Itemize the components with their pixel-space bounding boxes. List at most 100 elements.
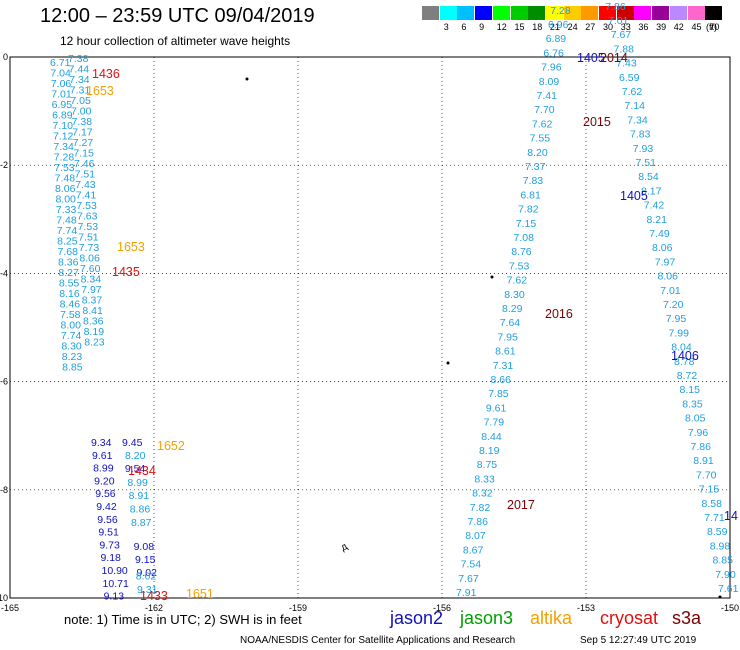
- wave-height-value: 8.09: [539, 76, 560, 88]
- satellite-legend-cryosat: cryosat: [600, 608, 659, 628]
- wave-height-value: 7.53: [76, 200, 97, 212]
- colorbar-swatch: [599, 6, 616, 20]
- pass-time-label: 2014: [600, 51, 628, 65]
- pass-time-label: 1435: [112, 265, 140, 279]
- wave-height-value: 7.01: [660, 285, 681, 297]
- lon-tick-label: -153: [577, 603, 595, 613]
- colorbar-tick-label: 18: [532, 22, 543, 32]
- wave-height-value: 10.71: [103, 578, 129, 590]
- wave-height-value: 7.15: [516, 218, 537, 230]
- wave-height-value: 7.48: [55, 173, 76, 185]
- colorbar-tick-label: 24: [567, 22, 578, 32]
- colorbar-swatch: [705, 6, 723, 20]
- footnote: note: 1) Time is in UTC; 2) SWH is in fe…: [64, 612, 302, 627]
- colorbar-swatch: [475, 6, 493, 20]
- colorbar-swatch: [492, 6, 510, 20]
- wave-height-value: 8.59: [707, 526, 728, 538]
- wave-height-value: 7.60: [80, 263, 101, 275]
- wave-height-value: 9.20: [94, 475, 115, 487]
- colorbar-tick-label: 12: [496, 22, 507, 32]
- wave-height-value: 7.20: [663, 299, 684, 311]
- wave-height-value: 7.01: [51, 89, 72, 101]
- wave-height-value: 9.31: [137, 584, 158, 596]
- wave-height-value: 9.56: [97, 514, 118, 526]
- colorbar-tick-label: 30: [603, 22, 614, 32]
- lat-tick-label: -10: [0, 593, 8, 603]
- wave-height-value: 7.51: [636, 157, 657, 169]
- wave-height-value: 7.10: [53, 120, 74, 132]
- satellite-legend-jason3: jason3: [460, 608, 514, 628]
- wave-height-value: 7.86: [691, 441, 712, 453]
- wave-height-value: 7.37: [525, 161, 546, 173]
- wave-height-value: 7.49: [649, 228, 670, 240]
- lon-tick-label: -150: [721, 603, 739, 613]
- wave-height-value: 8.44: [481, 431, 502, 443]
- pass-time-label: 2017: [507, 498, 535, 512]
- wave-height-value: 8.87: [131, 517, 152, 529]
- wave-height-value: 7.04: [50, 68, 71, 80]
- wave-height-value: 8.35: [682, 398, 703, 410]
- wave-height-value: 7.31: [70, 85, 91, 97]
- wave-height-value: 7.29: [553, 0, 574, 3]
- wave-height-value: 7.53: [509, 260, 530, 272]
- wave-height-value: 7.34: [69, 74, 90, 86]
- wave-height-value: 7.97: [81, 284, 102, 296]
- wave-height-value: 7.90: [715, 569, 736, 581]
- wave-height-value: 7.86: [605, 1, 626, 13]
- wave-height-value: 8.86: [130, 504, 151, 516]
- colorbar-tick-label: 21: [549, 22, 560, 32]
- credit-line: NOAA/NESDIS Center for Satellite Applica…: [240, 635, 516, 646]
- wave-height-value: 7.55: [530, 133, 551, 145]
- wave-height-value: 7.38: [68, 53, 89, 65]
- wave-height-value: 9.34: [91, 437, 112, 449]
- lat-tick-label: -8: [0, 485, 8, 495]
- wave-height-value: 8.15: [680, 384, 701, 396]
- wave-height-value: 7.01: [608, 15, 629, 27]
- wave-height-value: 7.95: [497, 331, 518, 343]
- wave-height-value: 7.46: [74, 158, 95, 170]
- wave-height-value: 8.91: [129, 490, 150, 502]
- pass-time-label: 1651: [186, 587, 214, 601]
- wave-height-value: 7.63: [77, 211, 98, 223]
- wave-height-value: 8.20: [125, 450, 146, 462]
- wave-height-value: 7.43: [616, 58, 637, 70]
- pass-time-label: 1405: [577, 51, 605, 65]
- island-marker: [446, 361, 450, 365]
- wave-height-value: 7.28: [54, 152, 75, 164]
- wave-height-value: 7.15: [699, 484, 720, 496]
- wave-height-value: 7.82: [518, 204, 539, 216]
- wave-height-value: 6.89: [52, 110, 73, 122]
- colorbar-swatch: [581, 6, 599, 20]
- wave-height-value: 8.23: [84, 337, 105, 349]
- wave-height-value: 8.85: [62, 362, 83, 374]
- wave-height-value: 8.78: [674, 356, 695, 368]
- wave-height-value: 7.73: [79, 242, 100, 254]
- wave-height-value: 6.59: [619, 72, 640, 84]
- wave-height-value: 7.42: [644, 200, 665, 212]
- wave-height-value: 8.58: [702, 498, 723, 510]
- wave-height-value: 9.51: [98, 527, 119, 539]
- colorbar-swatch: [439, 6, 457, 20]
- wave-height-value: 7.53: [54, 162, 75, 174]
- wave-height-value: 6.81: [520, 189, 541, 201]
- wave-height-value: 7.41: [76, 190, 97, 202]
- colorbar-swatch: [563, 6, 581, 20]
- colorbar-tick-label: 3: [443, 22, 449, 32]
- wave-height-value: 9.42: [96, 501, 117, 513]
- wave-height-value: 7.08: [514, 232, 535, 244]
- wave-height-value: 7.70: [696, 469, 717, 481]
- wave-height-value: 8.06: [652, 242, 673, 254]
- island-marker: [245, 77, 249, 81]
- colorbar-tick-label: 27: [585, 22, 596, 32]
- wave-height-value: 6.76: [543, 47, 564, 59]
- wave-height-value: 8.75: [477, 459, 498, 471]
- wave-height-value: 7.33: [56, 204, 77, 216]
- wave-height-value: 7.62: [507, 275, 528, 287]
- wave-height-value: 9.61: [92, 450, 113, 462]
- wave-height-value: 9.61: [486, 402, 507, 414]
- wave-height-value: 7.05: [70, 95, 91, 107]
- wave-height-value: 7.71: [704, 512, 725, 524]
- colorbar-tick-label: 42: [673, 22, 684, 32]
- wave-height-value: 9.45: [122, 437, 143, 449]
